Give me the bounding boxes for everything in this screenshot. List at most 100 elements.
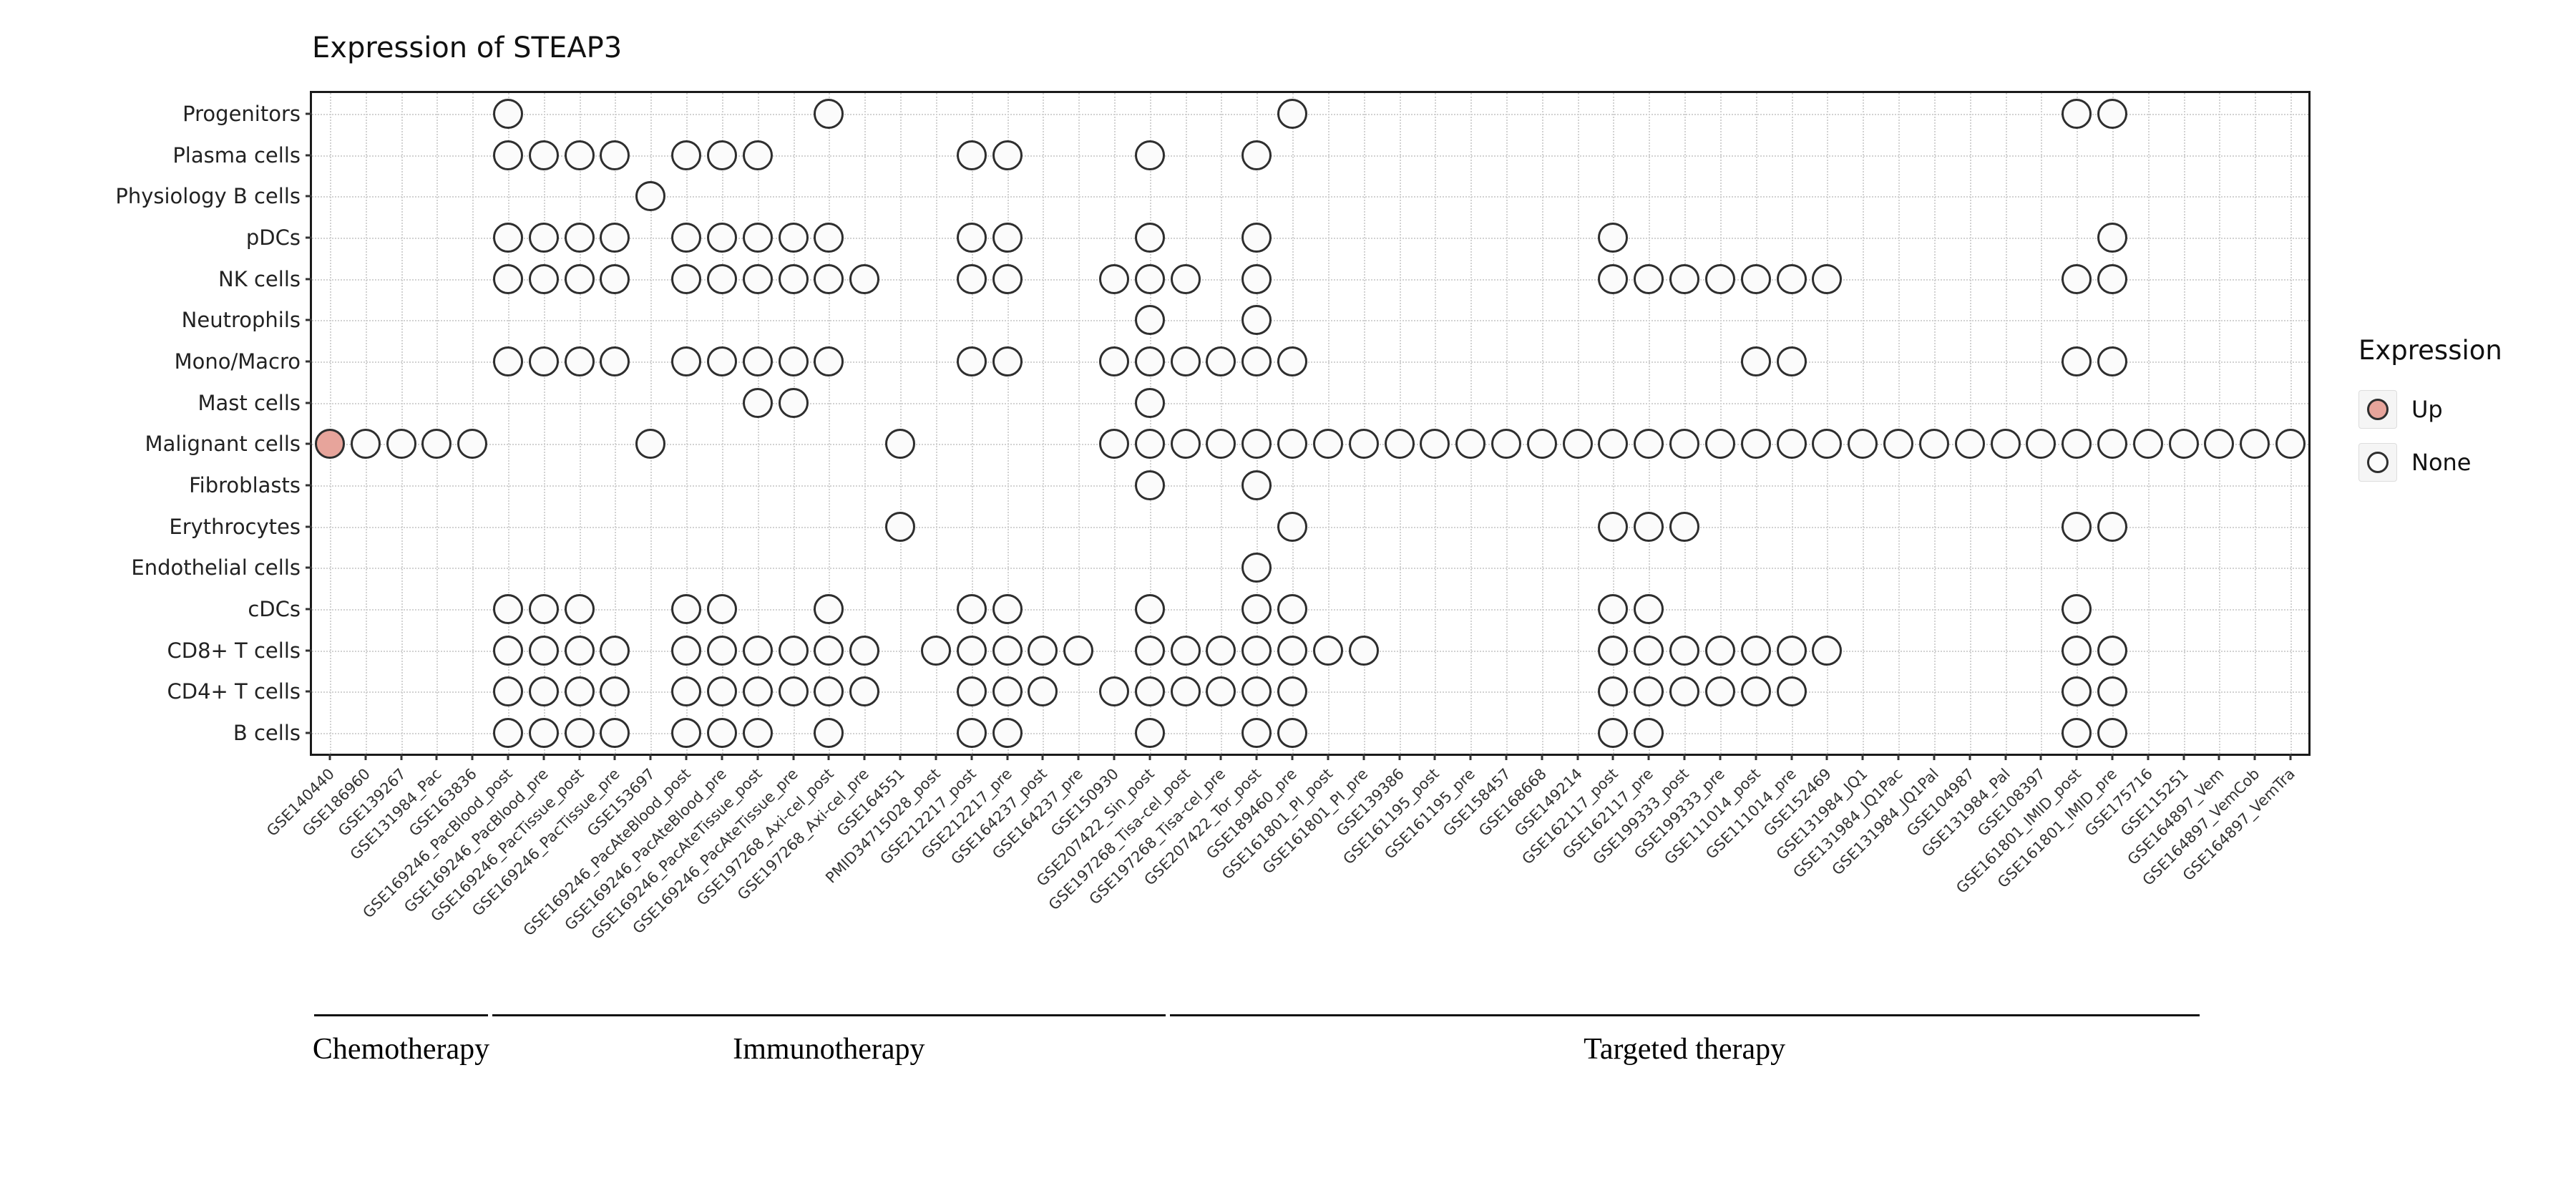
gridline-vertical [508, 93, 510, 754]
x-tick [1861, 754, 1864, 760]
gridline-vertical [650, 93, 653, 754]
y-tick [306, 566, 312, 569]
therapy-group-line [492, 1014, 1166, 1016]
gridline-vertical [2290, 93, 2293, 754]
x-tick [613, 754, 616, 760]
expression-dot-none [1098, 429, 1129, 460]
expression-dot-none [1812, 635, 1843, 666]
gridline-horizontal [312, 113, 2308, 115]
gridline-vertical [1221, 93, 1223, 754]
x-tick [2004, 754, 2007, 760]
gridline-horizontal [312, 237, 2308, 239]
expression-dot-none [1241, 553, 1272, 583]
expression-dot-none [1277, 98, 1308, 129]
gridline-vertical [1791, 93, 1793, 754]
expression-dot-none [2097, 346, 2127, 376]
y-axis-label: Progenitors [182, 101, 301, 126]
x-tick [1291, 754, 1294, 760]
expression-dot-none [1704, 676, 1735, 707]
x-tick [364, 754, 367, 760]
gridline-vertical [1649, 93, 1651, 754]
legend: Expression Up None [2358, 335, 2502, 496]
expression-dot-none [1776, 346, 1807, 376]
gridline-horizontal [312, 650, 2308, 652]
x-tick [435, 754, 438, 760]
gridline-vertical [1292, 93, 1294, 754]
gridline-vertical [2041, 93, 2043, 754]
y-tick [306, 236, 312, 239]
legend-item-none: None [2358, 443, 2502, 482]
expression-dot-none [742, 222, 773, 253]
expression-dot-none [600, 222, 630, 253]
gridline-vertical [1185, 93, 1187, 754]
expression-dot-none [956, 635, 987, 666]
x-tick [1541, 754, 1543, 760]
y-axis-label: Malignant cells [145, 432, 301, 457]
expression-dot-none [814, 98, 844, 129]
expression-dot-none [2062, 263, 2092, 294]
expression-dot-none [671, 718, 702, 749]
expression-dot-none [1562, 429, 1593, 460]
expression-dot-none [1740, 429, 1771, 460]
x-tick [1933, 754, 1936, 760]
expression-dot-none [1420, 429, 1450, 460]
expression-dot-none [992, 635, 1023, 666]
expression-dot-none [1241, 594, 1272, 625]
y-tick [306, 278, 312, 281]
expression-dot-none [1776, 429, 1807, 460]
expression-dot-none [1206, 635, 1236, 666]
x-tick [649, 754, 652, 760]
expression-dot-none [564, 676, 595, 707]
gridline-vertical [721, 93, 723, 754]
expression-dot-none [742, 635, 773, 666]
x-tick [827, 754, 830, 760]
x-tick [2182, 754, 2185, 760]
expression-dot-none [1990, 429, 2021, 460]
expression-dot-none [600, 263, 630, 294]
expression-dot-none [1669, 676, 1700, 707]
gridline-vertical [1613, 93, 1615, 754]
y-tick [306, 319, 312, 321]
y-tick [306, 195, 312, 198]
gridline-vertical [864, 93, 867, 754]
expression-dot-none [1063, 635, 1094, 666]
y-tick [306, 154, 312, 157]
x-tick [2218, 754, 2220, 760]
expression-dot-none [778, 676, 809, 707]
y-tick [306, 732, 312, 734]
expression-dot-none [1812, 429, 1843, 460]
gridline-vertical [1470, 93, 1473, 754]
expression-dot-none [814, 594, 844, 625]
expression-dot-none [1669, 511, 1700, 542]
gridline-horizontal [312, 691, 2308, 694]
expression-dot-none [706, 222, 737, 253]
expression-dot-none [1098, 346, 1129, 376]
expression-dot-none [849, 263, 880, 294]
expression-dot-none [1776, 676, 1807, 707]
gridline-horizontal [312, 320, 2308, 322]
expression-dot-none [528, 635, 559, 666]
expression-dot-none [2062, 718, 2092, 749]
y-tick [306, 525, 312, 528]
gridline-vertical [1327, 93, 1330, 754]
gridline-vertical [1577, 93, 1579, 754]
expression-dot-none [1776, 263, 1807, 294]
x-tick [1897, 754, 1900, 760]
y-axis-label: cDCs [248, 597, 301, 622]
gridline-vertical [1969, 93, 1971, 754]
gridline-vertical [1541, 93, 1543, 754]
expression-dot-none [2062, 429, 2092, 460]
expression-dot-none [2026, 429, 2057, 460]
y-axis-label: Mono/Macro [174, 349, 301, 374]
expression-dot-none [1704, 429, 1735, 460]
gridline-horizontal [312, 485, 2308, 487]
expression-dot-none [742, 263, 773, 294]
gridline-vertical [1506, 93, 1508, 754]
x-tick [1113, 754, 1116, 760]
expression-dot-none [706, 594, 737, 625]
expression-dot-none [1634, 429, 1664, 460]
therapy-group-label: Immunotherapy [733, 1033, 925, 1066]
expression-dot-none [2062, 676, 2092, 707]
expression-dot-none [1241, 635, 1272, 666]
